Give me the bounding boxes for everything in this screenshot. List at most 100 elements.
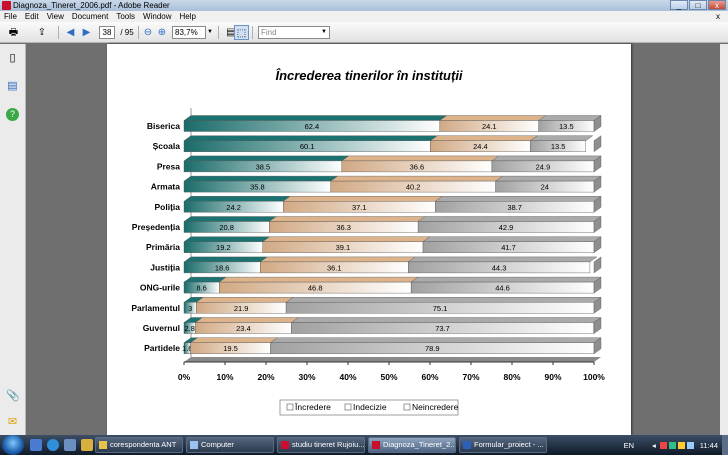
category-label: Guvernul — [143, 323, 180, 333]
bar-top — [183, 236, 271, 242]
menu-view[interactable]: View — [46, 12, 64, 21]
menu-file[interactable]: File — [4, 12, 17, 21]
x-ticks: 0% 10% 20% 30% 40% 50% 60% 70% 80% 90% 100% — [178, 362, 605, 382]
system-tray: EN ◂ 11:44 — [624, 435, 728, 455]
zoom-level-select[interactable]: 83,7% — [172, 26, 206, 39]
legend-swatch — [403, 403, 411, 411]
data-label: 24 — [541, 183, 549, 192]
start-button[interactable] — [2, 435, 24, 455]
bar-top — [341, 155, 500, 162]
page-number-input[interactable]: 38 — [99, 26, 115, 39]
legend-swatch — [286, 403, 294, 411]
bar-top — [538, 115, 602, 121]
share-icon[interactable]: ⇪ — [37, 27, 47, 38]
data-label: 37.1 — [352, 203, 367, 212]
maximize-button[interactable]: □ — [689, 0, 707, 10]
tray-chevron-icon[interactable]: ◂ — [652, 440, 656, 450]
bar-top — [285, 297, 602, 303]
bar-side — [593, 175, 602, 193]
task-computer[interactable]: Computer — [186, 437, 274, 453]
data-label: 18.6 — [215, 263, 230, 272]
bar-side — [593, 115, 602, 132]
bar-top — [259, 256, 416, 263]
scroll-strip[interactable] — [720, 44, 728, 435]
category-label: Parlamentul — [131, 303, 180, 313]
print-icon[interactable]: 🖶 — [8, 27, 19, 38]
tray-network-icon[interactable] — [668, 441, 676, 449]
paperclip-icon[interactable]: 📎 — [6, 390, 20, 402]
x-tick-label: 40% — [339, 372, 356, 382]
zoom-in-icon[interactable]: ⊕ — [157, 27, 167, 38]
find-dropdown-icon[interactable]: ▼ — [321, 29, 327, 35]
navigation-panel: ▯ ▤ ? 📎 ✉ — [0, 44, 26, 435]
bar-top — [183, 115, 448, 121]
legend-label: Neincredere — [412, 402, 459, 412]
show-desktop-button[interactable] — [722, 435, 728, 455]
internet-explorer-icon[interactable] — [47, 439, 59, 451]
data-label: 41.7 — [501, 243, 516, 252]
legend-box — [279, 399, 459, 416]
category-label: Biserica — [147, 121, 180, 131]
previous-page-icon[interactable]: ◀ — [66, 27, 75, 38]
fit-width-icon[interactable]: ⬚ — [234, 25, 249, 40]
clock[interactable]: 11:44 — [699, 440, 718, 450]
language-indicator[interactable]: EN — [623, 440, 635, 450]
data-label: 36.1 — [327, 263, 342, 272]
menu-edit[interactable]: Edit — [24, 12, 39, 21]
bar-side — [593, 216, 602, 233]
bar-side — [593, 256, 602, 274]
bar-top — [494, 175, 602, 182]
legend-label: Încredere — [294, 402, 331, 412]
task-studiu-tineret[interactable]: studiu tineret Rujoiu... — [277, 437, 365, 453]
bar-top — [183, 135, 439, 141]
task-diagnoza-tineret[interactable]: Diagnoza_Tineret_2... — [368, 437, 456, 453]
data-label: 35.8 — [250, 183, 265, 192]
category-label: ONG-urile — [140, 283, 180, 293]
data-label: 2.8 — [185, 324, 195, 333]
menu-help[interactable]: Help — [179, 12, 196, 21]
comments-icon[interactable]: ✉ — [7, 416, 18, 428]
chevron-down-icon[interactable]: ▼ — [207, 29, 213, 35]
next-page-icon[interactable]: ▶ — [82, 27, 91, 38]
close-button[interactable]: x — [708, 0, 726, 10]
task-label: Computer — [201, 440, 234, 449]
data-label: 38.7 — [507, 203, 522, 212]
menu-window[interactable]: Window — [143, 12, 172, 21]
pdf-page: Încrederea tinerilor în instituții Biser… — [107, 44, 631, 435]
bar-top — [410, 276, 602, 283]
zoom-out-icon[interactable]: ⊖ — [143, 27, 153, 38]
document-close-button[interactable]: x — [716, 12, 720, 21]
data-label: 46.8 — [308, 284, 323, 293]
bar-top — [194, 317, 300, 323]
switch-windows-icon[interactable] — [64, 439, 76, 451]
bar-top — [439, 115, 547, 121]
menu-tools[interactable]: Tools — [116, 12, 136, 21]
x-tick-label: 50% — [380, 372, 397, 382]
help-icon[interactable]: ? — [6, 108, 19, 121]
attachments-panel-icon[interactable]: ▤ — [7, 80, 18, 92]
tray-volume-icon[interactable] — [686, 441, 694, 449]
data-label: 13.5 — [551, 142, 566, 151]
bar-top — [262, 236, 431, 242]
find-input[interactable]: Find — [258, 26, 330, 39]
chart-title: Încrederea tinerilor în instituții — [275, 68, 462, 83]
tray-battery-icon[interactable] — [677, 441, 685, 449]
x-tick-label: 60% — [421, 372, 438, 382]
tray-alert-icon[interactable] — [659, 441, 667, 449]
bar-top — [183, 196, 291, 202]
category-label: Partidele — [144, 343, 180, 353]
task-corespondenta[interactable]: corespondenta ANT — [95, 437, 183, 453]
task-formular-proiect[interactable]: Formular_proiect - ... — [459, 437, 547, 453]
task-label: Diagnoza_Tineret_2... — [383, 440, 456, 449]
task-label: studiu tineret Rujoiu... — [292, 440, 365, 449]
folder-icon[interactable] — [81, 439, 93, 451]
bar-top — [183, 155, 350, 162]
plot-floor — [184, 357, 601, 362]
fit-page-icon[interactable]: ▤ — [226, 27, 236, 38]
show-desktop-icon[interactable] — [30, 439, 42, 451]
page-total: / 95 — [120, 28, 134, 37]
pages-icon[interactable]: ▯ — [9, 52, 16, 64]
menu-document[interactable]: Document — [71, 12, 109, 21]
bar-side — [593, 155, 602, 173]
minimize-button[interactable]: _ — [670, 0, 688, 10]
